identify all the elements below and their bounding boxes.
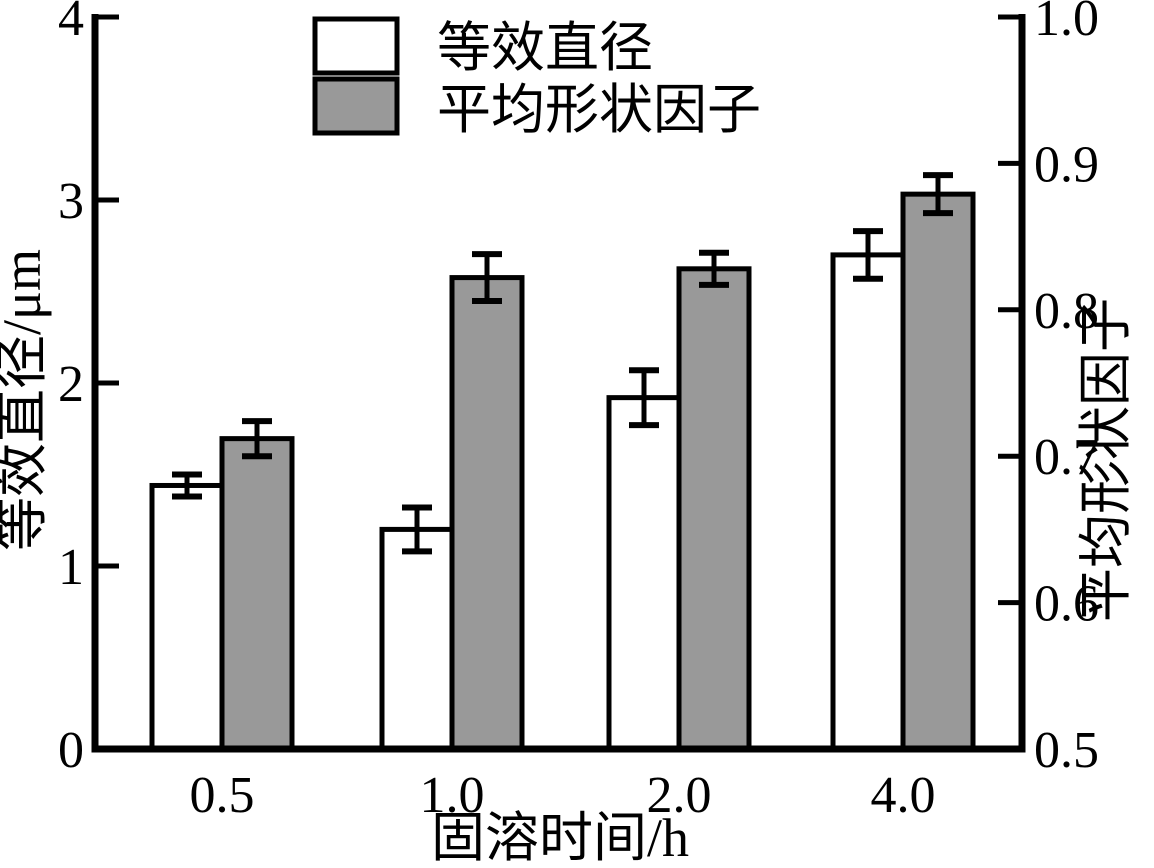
right-tick-label-0.9: 0.9 [1034,136,1099,193]
left-tick-label-3: 3 [58,173,84,230]
bar-equivalent-diameter-4.0 [830,252,906,752]
bar-shape-factor-1.0 [449,275,525,752]
bar-shape-factor-0.5 [219,436,295,752]
x-tick-label-2.0: 2.0 [647,767,712,824]
left-tick-label-0: 0 [58,722,84,779]
x-tick-label-4.0: 4.0 [871,767,936,824]
left-tick-label-2: 2 [58,356,84,413]
right-axis-title: 平均形状因子 [1076,298,1136,622]
legend-swatch-equivalent-diameter [312,16,400,76]
right-tick-label-0.5: 0.5 [1034,722,1099,779]
right-tick-label-0.8: 0.8 [1034,283,1099,340]
bar-equivalent-diameter-2.0 [606,395,682,752]
legend-swatch-shape-factor [312,76,400,136]
bar-equivalent-diameter-1.0 [379,526,455,752]
right-tick-label-1.0: 1.0 [1034,0,1099,47]
x-tick-label-0.5: 0.5 [190,767,255,824]
x-axis-title: 固溶时间/h [431,808,689,868]
left-tick-label-1: 1 [58,539,84,596]
legend-label-equivalent-diameter: 等效直径 [437,18,653,78]
left-tick-label-4: 4 [58,0,84,47]
left-axis-title: 等效直径/μm [0,249,52,551]
right-tick-label-0.6: 0.6 [1034,576,1099,633]
right-tick-label-0.7: 0.7 [1034,429,1099,486]
bar-shape-factor-2.0 [676,266,752,752]
bar-shape-factor-4.0 [900,191,976,752]
x-tick-label-1.0: 1.0 [420,767,485,824]
legend-label-shape-factor: 平均形状因子 [437,80,761,140]
bar-equivalent-diameter-0.5 [149,482,225,752]
